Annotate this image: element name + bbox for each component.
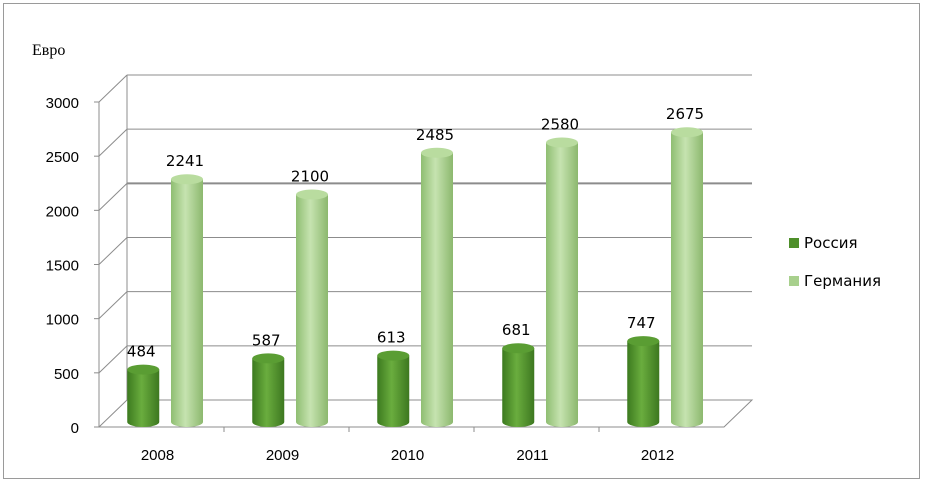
bar-body	[546, 142, 578, 427]
bar-Россия-2011	[502, 343, 535, 427]
bar-top	[377, 350, 410, 361]
bar-chart: 0 500 1000 1500 2000 2500 3000 2008 2009 2010 201…	[32, 42, 881, 464]
data-label: 484	[127, 343, 156, 361]
gridline-depth	[98, 128, 128, 157]
bar-top	[671, 127, 703, 138]
bar-body	[252, 358, 285, 427]
legend-label: Россия	[804, 234, 858, 252]
bar-Россия-2012	[627, 336, 660, 427]
gridline-depth	[98, 345, 128, 374]
x-tick-label: 2012	[641, 447, 674, 464]
data-label: 2580	[541, 116, 579, 134]
bar-top	[421, 147, 453, 158]
bar-Россия-2008	[127, 364, 160, 427]
bar-body	[171, 179, 203, 427]
bar-body	[377, 355, 410, 427]
bar-body	[502, 348, 535, 427]
bar-Германия-2009	[296, 189, 328, 427]
data-label: 747	[627, 314, 656, 332]
bar-top	[127, 364, 160, 375]
x-tick-label: 2008	[141, 447, 174, 464]
y-tick-label: 2500	[46, 149, 79, 166]
data-label: 2100	[291, 168, 329, 186]
legend-swatch	[789, 276, 799, 286]
bar-top	[296, 189, 328, 200]
x-tick-label: 2010	[391, 447, 424, 464]
y-tick-labels: 0 500 1000 1500 2000 2500 3000	[46, 95, 79, 437]
bar-top	[252, 353, 285, 364]
data-label: 587	[252, 331, 281, 349]
x-tick-label: 2011	[516, 447, 548, 464]
x-tick-labels: 2008 2009 2010 2011 2012	[141, 447, 674, 464]
gridline-depth	[98, 291, 128, 320]
y-tick-label: 1000	[46, 312, 79, 329]
bar-body	[671, 132, 703, 428]
bar-Германия-2010	[421, 147, 453, 427]
bar-body	[627, 341, 660, 427]
floor	[97, 399, 754, 428]
bar-top	[171, 174, 203, 185]
data-label: 2241	[166, 152, 204, 170]
bar-body	[127, 369, 160, 427]
bar-top	[627, 336, 660, 347]
y-tick-label: 3000	[46, 95, 79, 112]
data-label: 2485	[416, 126, 454, 144]
gridline-depth	[98, 182, 128, 211]
y-tick-label: 1500	[46, 258, 79, 275]
data-label: 681	[502, 321, 531, 339]
gridline-depth	[98, 237, 128, 265]
legend-swatch	[789, 238, 799, 248]
bars	[127, 127, 703, 428]
data-label: 2675	[666, 105, 704, 123]
bar-Германия-2012	[671, 127, 703, 428]
legend-label: Германия	[804, 272, 881, 290]
y-tick-label: 2000	[46, 203, 79, 220]
y-axis-label: Евро	[32, 42, 65, 59]
data-label: 613	[377, 329, 406, 347]
bar-body	[421, 152, 453, 427]
gridline-depth	[98, 74, 128, 103]
bar-Германия-2008	[171, 174, 203, 427]
bar-top	[502, 343, 535, 354]
bar-Германия-2011	[546, 137, 578, 427]
y-tick-label: 0	[71, 420, 79, 437]
y-tick-label: 500	[54, 366, 79, 383]
bar-body	[296, 194, 328, 427]
bar-top	[546, 137, 578, 148]
x-tick-label: 2009	[266, 447, 299, 464]
bar-Россия-2009	[252, 353, 285, 427]
data-labels: 484 587 613 681 747 2241 2100 2485 2580 2675	[127, 105, 704, 360]
chart-frame: 0 500 1000 1500 2000 2500 3000 2008 2009 2010 201…	[3, 3, 920, 479]
legend: Россия Германия	[789, 234, 881, 290]
bar-Россия-2010	[377, 350, 410, 427]
